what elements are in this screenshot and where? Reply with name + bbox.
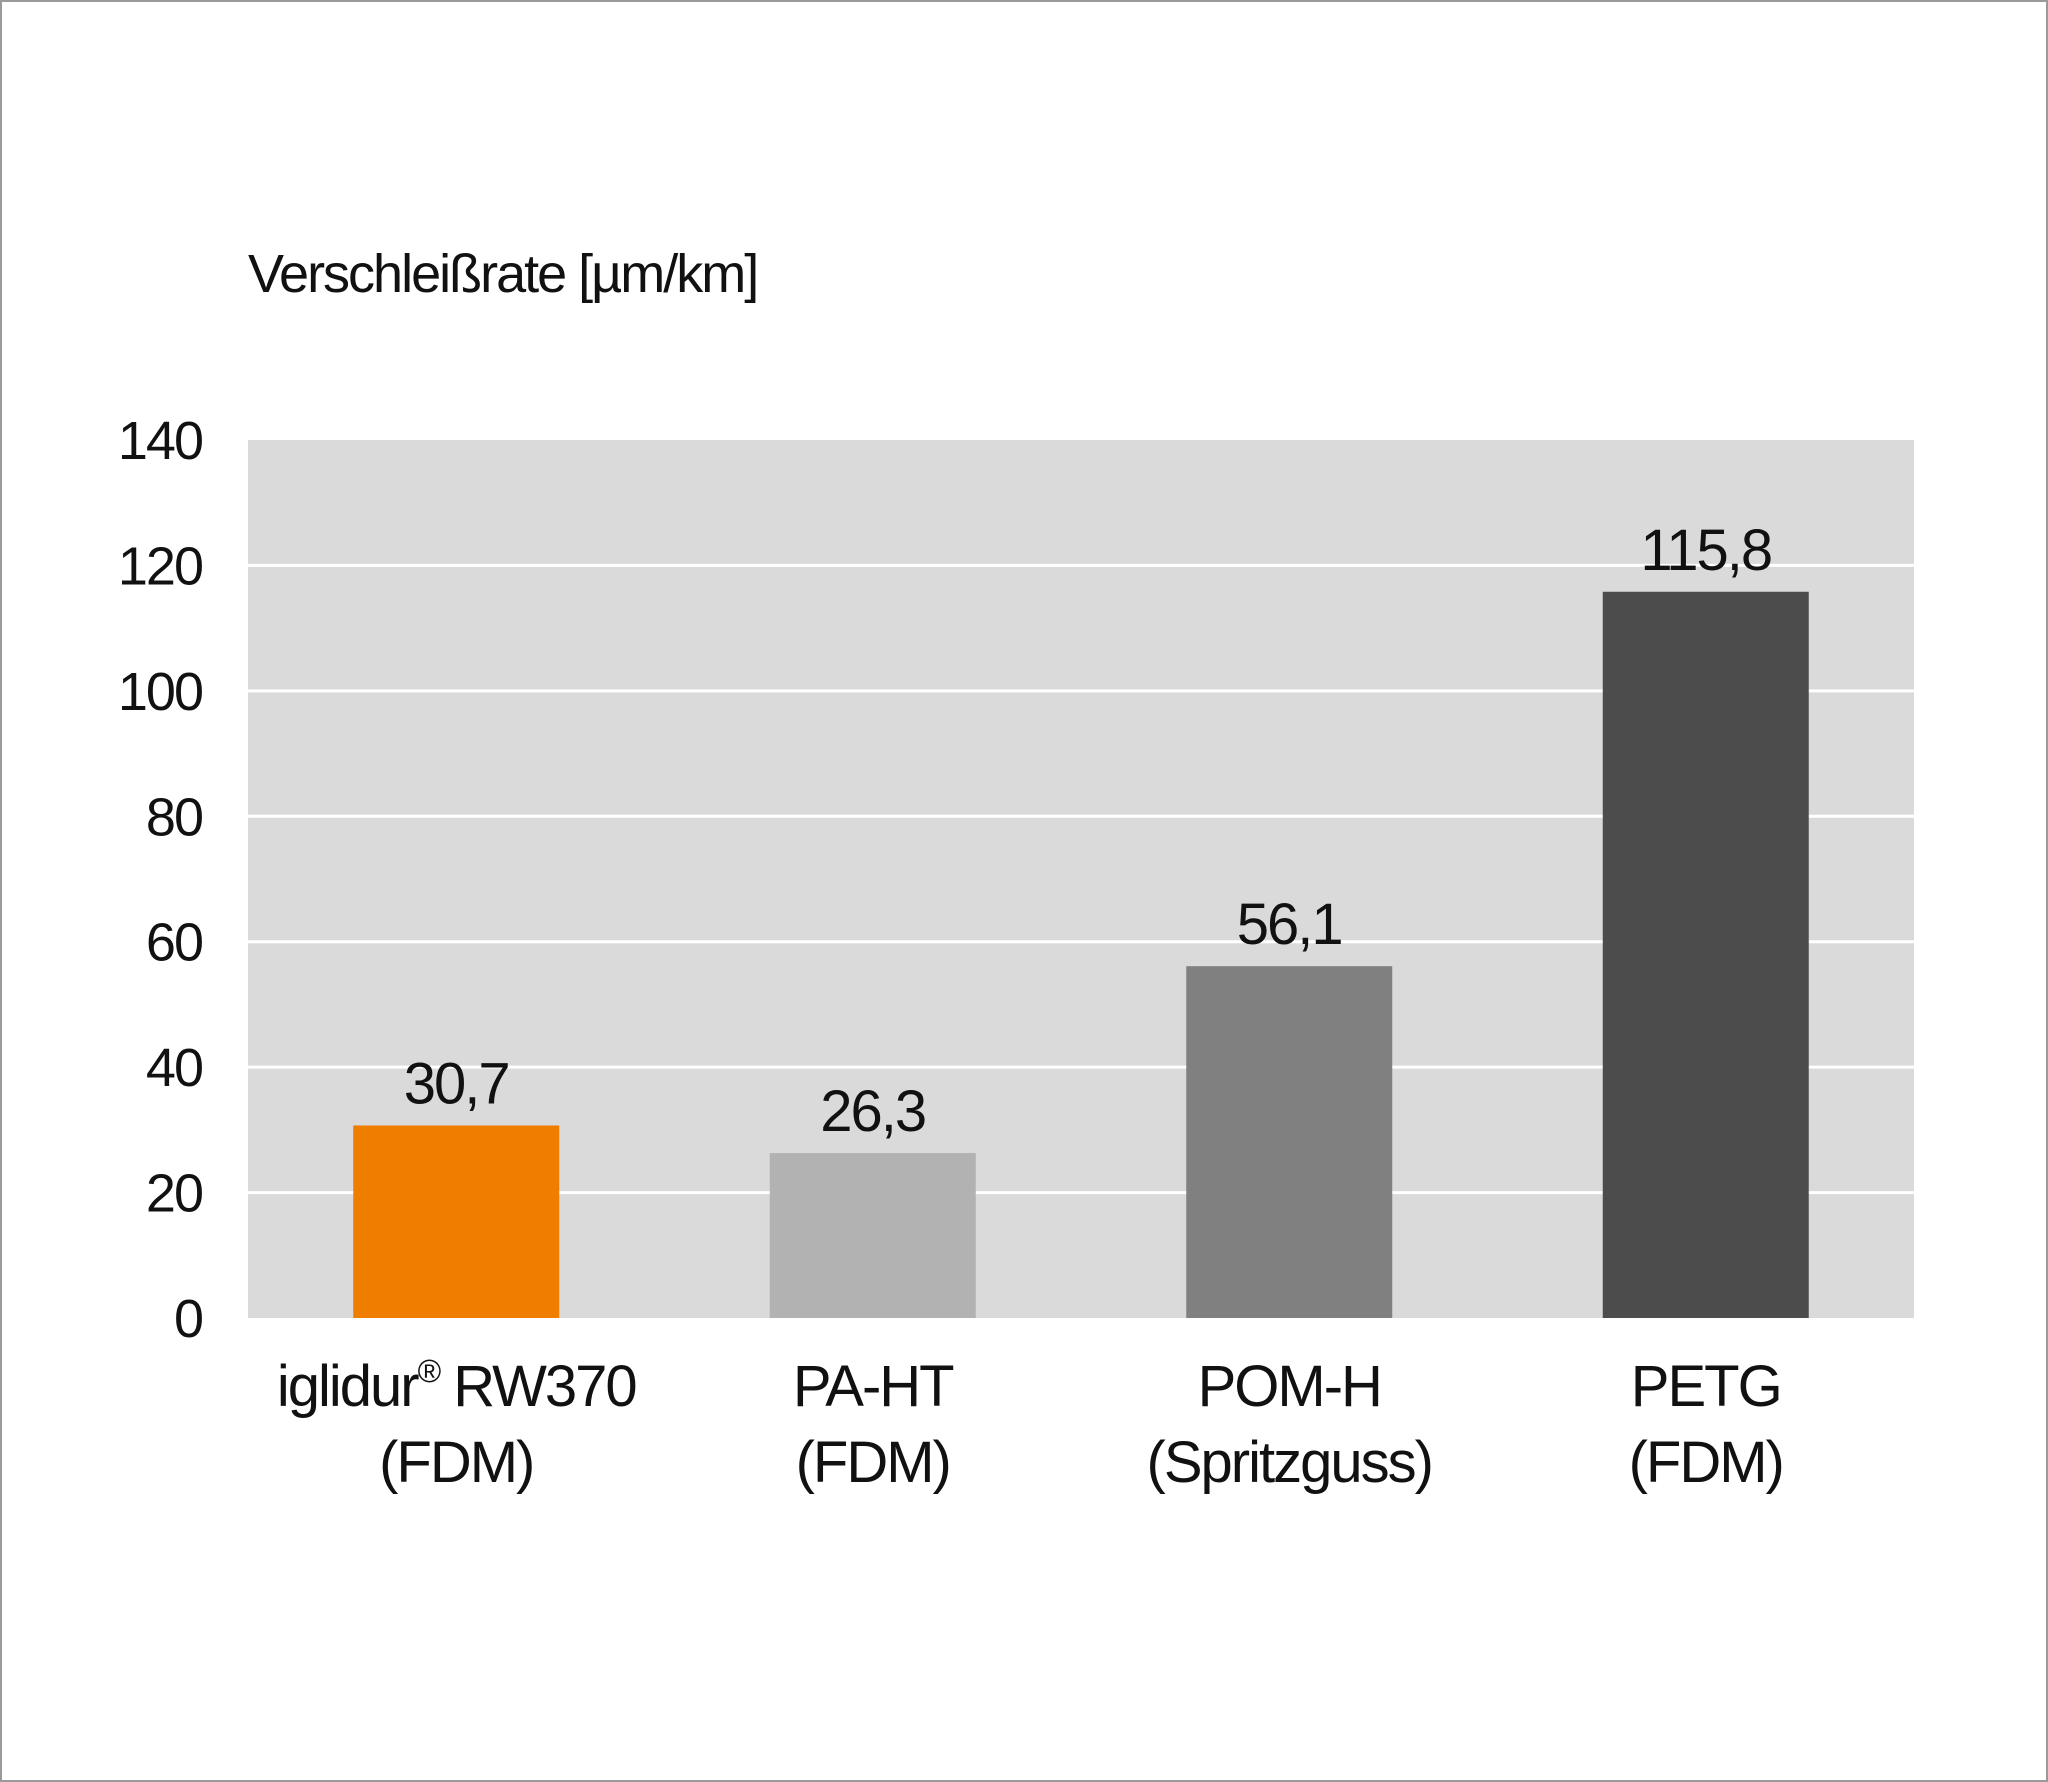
y-tick-label: 100: [118, 662, 202, 722]
value-label: 30,7: [404, 1051, 509, 1116]
bars: [353, 591, 1809, 1318]
value-label: 115,8: [1640, 518, 1771, 583]
y-tick-label: 20: [146, 1164, 202, 1224]
y-axis-ticks: 0 20 40 60 80 100 120 140: [118, 411, 204, 1349]
y-tick-label: 60: [146, 913, 202, 973]
y-tick-label: 140: [118, 411, 202, 471]
x-tick-sublabel: (FDM): [796, 1430, 950, 1495]
bar: [1186, 966, 1393, 1318]
value-label: 26,3: [820, 1079, 925, 1144]
x-tick-sublabel: (FDM): [1629, 1430, 1783, 1495]
x-tick-sublabel: (FDM): [379, 1430, 533, 1495]
value-label: 56,1: [1237, 892, 1342, 957]
y-tick-label: 40: [146, 1038, 202, 1098]
x-tick-label: PETG: [1631, 1354, 1781, 1419]
y-axis-title: Verschleißrate [µm/km]: [248, 244, 757, 304]
y-tick-label: 0: [174, 1289, 202, 1349]
x-axis-labels: iglidur® RW370 (FDM) PA-HT (FDM) POM-H (Sprit…: [277, 1353, 1785, 1495]
value-labels: 30,7 26,3 56,1 115,8: [404, 518, 1773, 1144]
bar: [353, 1125, 560, 1318]
x-tick-label: POM-H: [1198, 1354, 1381, 1419]
x-tick-sublabel: (Spritzguss): [1147, 1430, 1432, 1495]
x-tick-label: iglidur® RW370: [277, 1353, 636, 1419]
y-tick-label: 80: [146, 787, 202, 847]
x-tick-label: PA-HT: [793, 1354, 954, 1419]
bar: [769, 1153, 976, 1318]
y-tick-label: 120: [118, 536, 202, 596]
bar: [1602, 591, 1809, 1318]
